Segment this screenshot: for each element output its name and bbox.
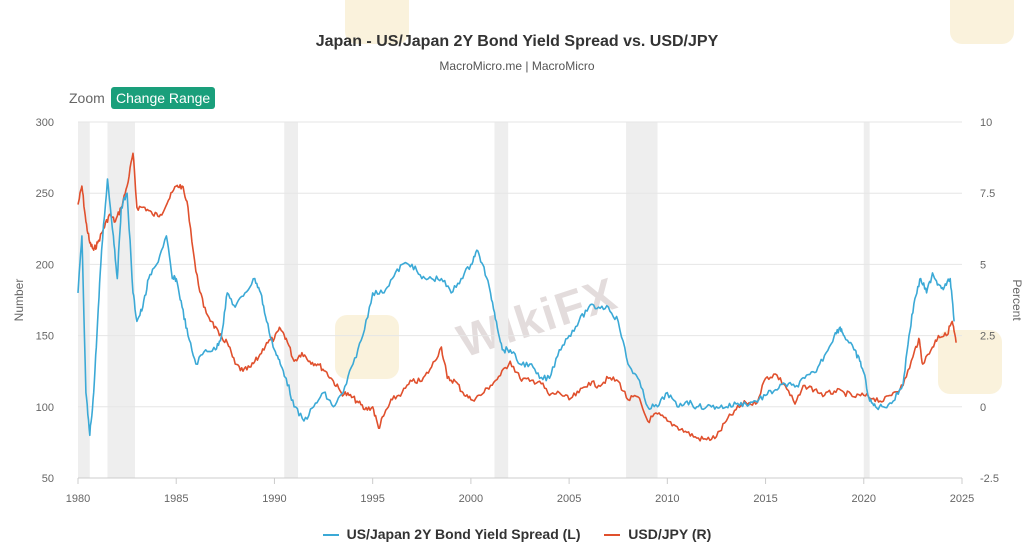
x-tick-label: 1990 [262,493,286,505]
x-tick-label: 2025 [950,493,974,505]
right-tick-label: 10 [980,117,992,129]
legend-item-usdjpy[interactable]: USD/JPY (R) [604,526,711,542]
x-tick-label: 2015 [753,493,777,505]
legend-swatch-spread [322,534,339,537]
series-lines [77,152,957,442]
watermark-logo [938,330,1002,394]
series-line-spread [77,178,955,437]
left-tick-label: 200 [36,259,54,271]
recession-band [863,122,870,478]
recession-band [494,122,509,478]
x-tick-label: 2000 [459,493,483,505]
x-axis-ticks: 1980 1985 1990 1995 2000 2005 2010 2015 2020 2025 [66,477,974,505]
legend-label-spread: US/Japan 2Y Bond Yield Spread (L) [346,526,581,542]
right-tick-label: 5 [980,259,986,271]
left-tick-label: 250 [36,188,54,200]
chart-title: Japan - US/Japan 2Y Bond Yield Spread vs… [315,33,719,50]
legend-item-spread[interactable]: US/Japan 2Y Bond Yield Spread (L) [322,526,581,542]
change-range-button[interactable]: Change Range [111,87,216,109]
x-tick-label: 1985 [164,493,188,505]
x-tick-label: 2005 [557,493,581,505]
right-axis-label: Percent [1010,279,1024,321]
recession-band [107,122,135,478]
right-axis-ticks: -2.5 0 2.5 5 7.5 10 [980,117,999,485]
zoom-label: Zoom [69,90,105,106]
left-axis-label: Number [12,279,26,322]
left-tick-label: 150 [36,331,54,343]
legend-swatch-usdjpy [604,534,621,537]
x-tick-label: 1980 [66,493,90,505]
legend-label-usdjpy: USD/JPY (R) [628,526,712,542]
right-tick-label: 2.5 [980,331,995,343]
recession-bands [78,122,870,478]
right-tick-label: 0 [980,402,986,414]
recession-band [284,122,299,478]
gridlines [78,121,962,479]
right-tick-label: -2.5 [980,473,999,485]
x-tick-label: 1995 [360,493,384,505]
watermark-logo [345,0,409,44]
chart-subtitle: MacroMicro.me | MacroMicro [439,59,595,73]
watermark-logo [335,315,399,379]
x-tick-label: 2020 [852,493,876,505]
series-line-usdjpy [77,152,957,442]
left-axis-ticks: 50 100 150 200 250 300 [36,117,54,485]
x-tick-label: 2010 [655,493,679,505]
left-tick-label: 300 [36,117,54,129]
recession-band [626,122,658,478]
left-tick-label: 100 [36,402,54,414]
watermark-logo [950,0,1014,44]
chart-legend: US/Japan 2Y Bond Yield Spread (L) USD/JP… [0,526,1034,542]
right-tick-label: 7.5 [980,188,995,200]
left-tick-label: 50 [42,473,54,485]
